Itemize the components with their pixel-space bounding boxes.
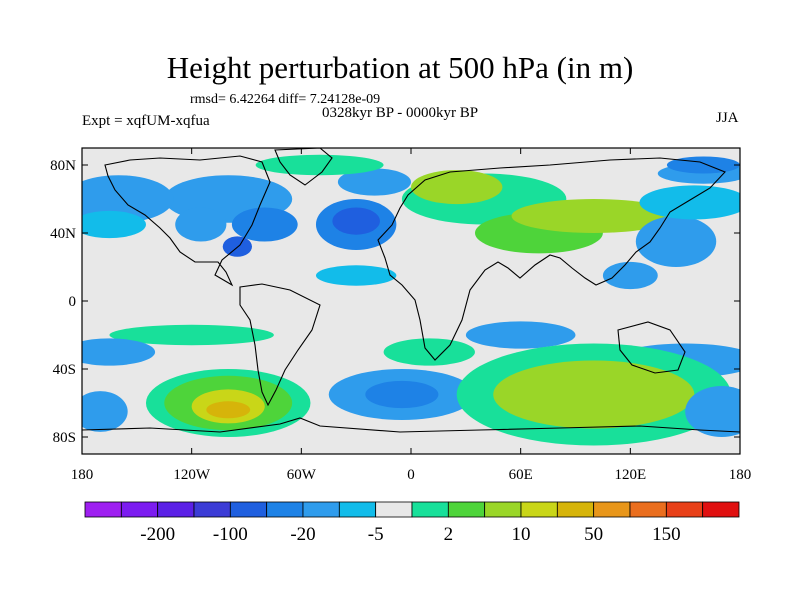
anomaly-region [635, 216, 717, 267]
anomaly-region [666, 156, 740, 174]
coast-africa-eurasia [377, 157, 726, 361]
colorbar-label: -200 [140, 524, 175, 545]
colorbar-label: 2 [444, 524, 454, 545]
x-tick-label: 180 [71, 467, 94, 483]
colorbar-swatch [84, 501, 122, 518]
colorbar: -200 -100 -20 -5 2 10 50 150 [84, 501, 740, 545]
y-tick-label: 80N [50, 158, 76, 174]
colorbar-swatch [266, 501, 304, 518]
anomaly-region [255, 154, 384, 176]
coast-antarctica [82, 417, 740, 433]
period-label: 0328kyr BP - 0000kyr BP [322, 105, 479, 121]
colorbar-swatch [229, 501, 268, 518]
anomaly-region [82, 338, 156, 366]
y-tick-label: 40S [53, 362, 76, 378]
coast-australia [617, 321, 686, 374]
x-tick-label: 180 [729, 467, 752, 483]
colorbar-label: 150 [652, 524, 681, 545]
colorbar-swatch [302, 501, 340, 518]
x-tick-label: 60E [509, 467, 533, 483]
colorbar-swatch [411, 501, 449, 518]
coast-north-america [104, 155, 271, 287]
chart-title: Height perturbation at 500 hPa (in m) [166, 50, 634, 85]
colorbar-swatch [120, 501, 159, 518]
y-tick-label: 40N [50, 226, 76, 242]
axes: 180 120W 60W 0 60E 120E 180 80N 40N 0 40S 80S [50, 148, 751, 483]
anomaly-region [82, 210, 146, 239]
rmsd-diff-stats: rmsd= 6.42264 diff= 7.24128e-09 [190, 92, 381, 107]
coast-south-america [239, 283, 321, 407]
colorbar-swatch [629, 501, 667, 518]
colorbar-swatch [338, 501, 377, 518]
anomaly-region [602, 261, 658, 290]
colorbar-label: -5 [368, 524, 384, 545]
y-tick-label: 80S [53, 430, 76, 446]
colorbar-swatch [157, 501, 195, 518]
coast-greenland [274, 148, 333, 186]
anomaly-region [109, 324, 274, 346]
anomaly-region [639, 185, 740, 220]
colorbar-swatch [665, 501, 704, 518]
anomaly-region [206, 401, 251, 419]
colorbar-label: 50 [584, 524, 603, 545]
experiment-label: Expt = xqfUM-xqfua [82, 113, 210, 129]
x-tick-label: 120E [614, 467, 646, 483]
y-tick-label: 0 [69, 294, 77, 310]
colorbar-label: 10 [512, 524, 531, 545]
anomaly-region [337, 168, 412, 196]
anomaly-region [411, 170, 503, 205]
colorbar-swatch [193, 501, 231, 518]
anomaly-region [175, 207, 227, 242]
colorbar-swatch [520, 501, 558, 518]
colorbar-swatch [484, 501, 522, 518]
x-tick-label: 0 [407, 467, 415, 483]
anomaly-region [383, 338, 475, 366]
colorbar-swatch [702, 501, 740, 518]
anomaly-region [332, 207, 380, 235]
anomaly-region [365, 380, 439, 409]
colorbar-swatch [556, 501, 595, 518]
colorbar-label: -100 [213, 524, 248, 545]
colorbar-swatch [593, 501, 631, 518]
anomaly-region [82, 175, 174, 223]
coastlines [82, 148, 740, 433]
colorbar-label: -20 [290, 524, 315, 545]
x-tick-label: 60W [287, 467, 317, 483]
colorbar-swatch [375, 501, 413, 518]
anomaly-region [231, 207, 298, 242]
anomaly-region [465, 321, 576, 349]
anomaly-region [82, 391, 128, 432]
anomaly-region [493, 360, 695, 429]
anomaly-region [685, 386, 740, 437]
anomaly-field [82, 154, 740, 446]
season-label: JJA [716, 110, 739, 126]
anomaly-region [315, 265, 397, 286]
colorbar-swatch [447, 501, 486, 518]
x-tick-label: 120W [173, 467, 211, 483]
anomaly-region [511, 199, 677, 233]
